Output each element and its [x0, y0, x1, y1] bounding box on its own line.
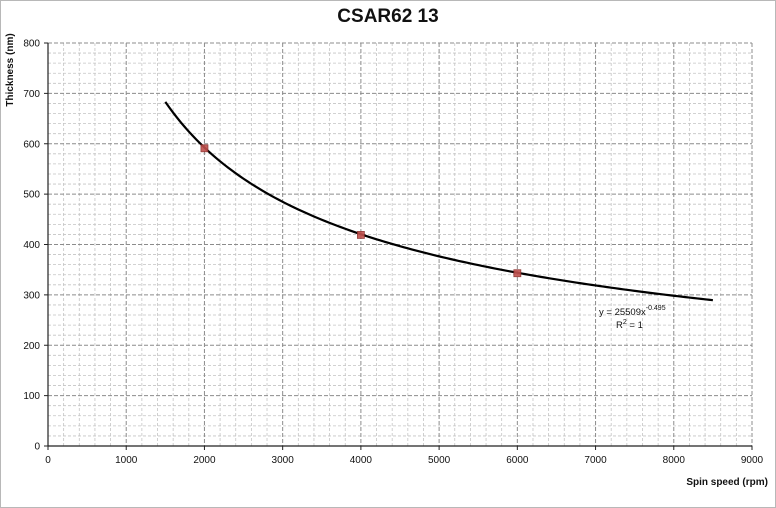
x-tick-label: 2000: [193, 455, 216, 466]
y-tick-label: 800: [23, 39, 40, 50]
trendline: [164, 101, 714, 302]
svg-text:y = 25509x-0.495: y = 25509x-0.495: [599, 305, 666, 318]
r2-label: R: [616, 320, 623, 331]
data-points: [200, 144, 522, 278]
x-tick-label: 3000: [272, 455, 295, 466]
equation-exponent: -0.495: [646, 305, 666, 312]
grid: [47, 42, 753, 447]
data-point: [200, 144, 209, 153]
x-tick-label: 8000: [663, 455, 686, 466]
y-tick-label: 400: [23, 240, 40, 251]
x-tick-label: 7000: [584, 455, 607, 466]
data-point: [513, 269, 522, 278]
svg-text:R2 = 1: R2 = 1: [616, 319, 643, 331]
x-tick-label: 1000: [115, 455, 138, 466]
x-tick-label: 6000: [506, 455, 529, 466]
y-tick-label: 100: [23, 391, 40, 402]
equation-text: y = 25509x: [599, 307, 646, 318]
trendline-equation: y = 25509x-0.495 R2 = 1: [599, 305, 666, 331]
x-tick-label: 0: [45, 455, 51, 466]
x-axis-title: Spin speed (rpm): [686, 477, 768, 488]
r2-value: = 1: [627, 320, 643, 331]
y-tick-label: 600: [23, 139, 40, 150]
chart-title: CSAR62 13: [337, 6, 439, 27]
y-tick-label: 500: [23, 190, 40, 201]
y-tick-label: 300: [23, 290, 40, 301]
x-tick-label: 4000: [350, 455, 373, 466]
y-axis-title: Thickness (nm): [5, 33, 16, 106]
x-tick-label: 5000: [428, 455, 451, 466]
r2-superscript: 2: [623, 319, 627, 326]
x-tick-label: 9000: [741, 455, 764, 466]
y-tick-label: 0: [34, 442, 40, 453]
y-tick-label: 700: [23, 89, 40, 100]
tick-labels: 0 1000 2000 3000 4000 5000 6000 7000 8000 9000 0 10…: [23, 39, 763, 467]
axes: [44, 42, 753, 450]
data-point: [356, 231, 365, 239]
y-tick-label: 200: [23, 341, 40, 352]
